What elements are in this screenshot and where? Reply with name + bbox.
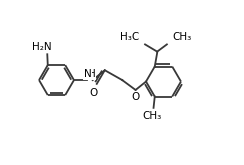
Text: O: O	[132, 92, 140, 102]
Text: CH₃: CH₃	[173, 33, 192, 42]
Text: H₃C: H₃C	[120, 33, 140, 42]
Text: O: O	[89, 88, 98, 98]
Text: N: N	[84, 69, 92, 79]
Text: H: H	[88, 69, 95, 79]
Text: H₂N: H₂N	[32, 42, 52, 52]
Text: CH₃: CH₃	[143, 111, 162, 121]
